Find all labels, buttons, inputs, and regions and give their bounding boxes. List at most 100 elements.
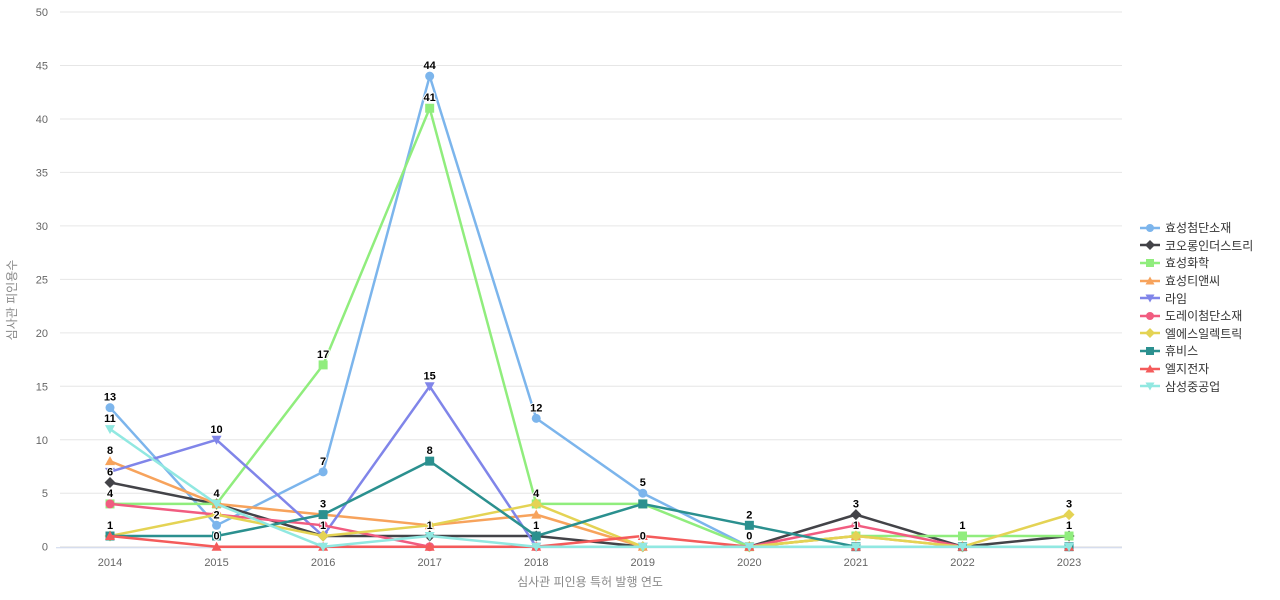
data-point-라임-2015[interactable] [211, 435, 222, 445]
data-point-삼성중공업-2018[interactable] [531, 542, 542, 552]
legend-item-엘에스일렉트릭[interactable]: 엘에스일렉트릭 [1140, 325, 1253, 343]
x-tick-label: 2021 [844, 557, 868, 569]
legend-marker-icon [1140, 364, 1160, 373]
legend-marker-icon [1140, 276, 1160, 285]
legend-label: 효성화학 [1165, 256, 1210, 271]
data-point-라임-2014[interactable] [105, 467, 115, 477]
data-point-효성첨단소재-2018[interactable] [531, 413, 541, 423]
data-label-효성첨단소재-2015: 2 [213, 509, 219, 521]
data-label-휴비스-2014: 1 [107, 520, 113, 532]
data-point-삼성중공업-2016[interactable] [318, 542, 329, 552]
data-point-삼성중공업-2015[interactable] [211, 499, 222, 509]
data-label-효성화학-2018: 4 [533, 488, 540, 500]
data-point-삼성중공업-2017[interactable] [424, 532, 435, 542]
series-markers-효성첨단소재 [105, 71, 1074, 552]
legend-item-효성화학[interactable]: 효성화학 [1140, 254, 1253, 272]
legend-item-도레이첨단소재[interactable]: 도레이첨단소재 [1140, 307, 1253, 325]
y-axis-title: 심사관 피인용수 [5, 260, 19, 341]
data-point-효성화학-2022[interactable] [957, 531, 967, 541]
data-point-삼성중공업-2019[interactable] [637, 542, 648, 552]
data-point-삼성중공업-2021[interactable] [850, 542, 861, 552]
data-point-엘에스일렉트릭-2021[interactable] [850, 530, 862, 542]
x-axis-tick-labels: 2014 2015 2016 2017 2018 2019 2020 2021 2022 2023 [98, 557, 1082, 569]
x-tick-label: 2016 [311, 557, 335, 569]
data-point-삼성중공업-2022[interactable] [957, 542, 968, 552]
data-point-휴비스-2018[interactable] [531, 531, 541, 541]
data-label-효성첨단소재-2018: 12 [530, 402, 542, 414]
data-point-엘지전자-2019[interactable] [637, 531, 648, 541]
data-point-코오롱인더스트리-2021[interactable] [850, 509, 862, 521]
legend-marker-효성화학 [1146, 258, 1154, 267]
data-point-도레이첨단소재-2021[interactable] [851, 520, 861, 530]
gridlines [60, 11, 1122, 548]
y-tick-label: 45 [36, 60, 48, 72]
data-point-엘에스일렉트릭-2016[interactable] [317, 530, 329, 542]
legend-item-코오롱인더스트리[interactable]: 코오롱인더스트리 [1140, 237, 1253, 255]
data-point-효성티앤씨-2018[interactable] [531, 509, 542, 519]
data-label-삼성중공업-2014: 11 [104, 413, 116, 425]
data-point-도레이첨단소재-2014[interactable] [105, 499, 115, 509]
data-point-휴비스-2016[interactable] [318, 510, 328, 520]
legend-marker-삼성중공업 [1145, 382, 1155, 391]
series-line-효성화학 [108, 106, 1071, 548]
data-point-코오롱인더스트리-2014[interactable] [104, 477, 116, 489]
data-label-삼성중공업-2019: 0 [640, 531, 646, 543]
legend-marker-icon [1140, 346, 1160, 355]
legend-item-엘지전자[interactable]: 엘지전자 [1140, 360, 1253, 378]
data-point-엘에스일렉트릭-2023[interactable] [1063, 509, 1075, 521]
y-tick-label: 15 [36, 381, 48, 393]
data-point-효성화학-2017[interactable] [425, 103, 435, 113]
legend-marker-엘지전자 [1145, 364, 1155, 373]
legend-marker-icon [1140, 294, 1160, 303]
data-point-효성첨단소재-2017[interactable] [425, 71, 435, 81]
legend-item-효성티앤씨[interactable]: 효성티앤씨 [1140, 272, 1253, 290]
data-point-휴비스-2019[interactable] [638, 499, 648, 509]
data-point-효성화학-2023[interactable] [1064, 531, 1074, 541]
legend-label: 도레이첨단소재 [1165, 309, 1243, 324]
legend-marker-icon [1140, 328, 1160, 339]
data-point-효성첨단소재-2015[interactable] [212, 520, 222, 530]
legend-label: 엘에스일렉트릭 [1165, 326, 1243, 341]
data-label-코오롱인더스트리-2014: 6 [107, 467, 113, 479]
data-point-효성화학-2016[interactable] [318, 360, 328, 370]
data-point-엘지전자-2015[interactable] [211, 541, 222, 551]
y-tick-label: 5 [42, 488, 48, 500]
legend-item-라임[interactable]: 라임 [1140, 289, 1253, 307]
data-point-효성티앤씨-2014[interactable] [105, 456, 115, 466]
data-point-엘에스일렉트릭-2015[interactable] [211, 509, 223, 521]
data-point-라임-2017[interactable] [424, 382, 435, 392]
data-point-휴비스-2015[interactable] [212, 531, 222, 541]
data-point-삼성중공업-2023[interactable] [1064, 542, 1075, 552]
data-label-삼성중공업-2020: 0 [746, 531, 752, 543]
data-point-엘에스일렉트릭-2018[interactable] [530, 498, 542, 510]
x-tick-label: 2018 [524, 557, 548, 569]
legend-marker-엘에스일렉트릭 [1145, 328, 1155, 339]
data-point-엘지전자-2017[interactable] [424, 541, 435, 551]
y-tick-label: 25 [36, 274, 48, 286]
x-axis-title: 심사관 피인용 특허 발행 연도 [517, 574, 663, 589]
legend-label: 삼성중공업 [1165, 379, 1221, 394]
y-tick-label: 0 [42, 542, 48, 554]
data-point-도레이첨단소재-2016[interactable] [318, 520, 328, 530]
data-label-효성화학-2023: 1 [1066, 520, 1072, 532]
data-point-삼성중공업-2020[interactable] [744, 542, 755, 552]
data-point-엘에스일렉트릭-2017[interactable] [424, 519, 436, 531]
y-tick-label: 50 [36, 7, 48, 19]
data-point-삼성중공업-2014[interactable] [105, 425, 115, 435]
legend-marker-icon [1140, 258, 1160, 267]
data-point-효성첨단소재-2016[interactable] [318, 467, 328, 477]
data-point-엘지전자-2014[interactable] [105, 531, 115, 541]
data-point-효성첨단소재-2019[interactable] [638, 488, 648, 498]
y-tick-label: 40 [36, 114, 48, 126]
legend-item-삼성중공업[interactable]: 삼성중공업 [1140, 377, 1253, 395]
legend-item-효성첨단소재[interactable]: 효성첨단소재 [1140, 219, 1253, 237]
legend-marker-icon [1140, 382, 1160, 391]
legend-label: 효성첨단소재 [1165, 221, 1232, 236]
data-point-휴비스-2020[interactable] [744, 520, 754, 530]
data-point-효성첨단소재-2014[interactable] [105, 403, 115, 413]
legend-label: 라임 [1165, 291, 1188, 306]
x-tick-label: 2015 [204, 557, 228, 569]
data-point-휴비스-2017[interactable] [425, 456, 435, 466]
legend-item-휴비스[interactable]: 휴비스 [1140, 342, 1253, 360]
